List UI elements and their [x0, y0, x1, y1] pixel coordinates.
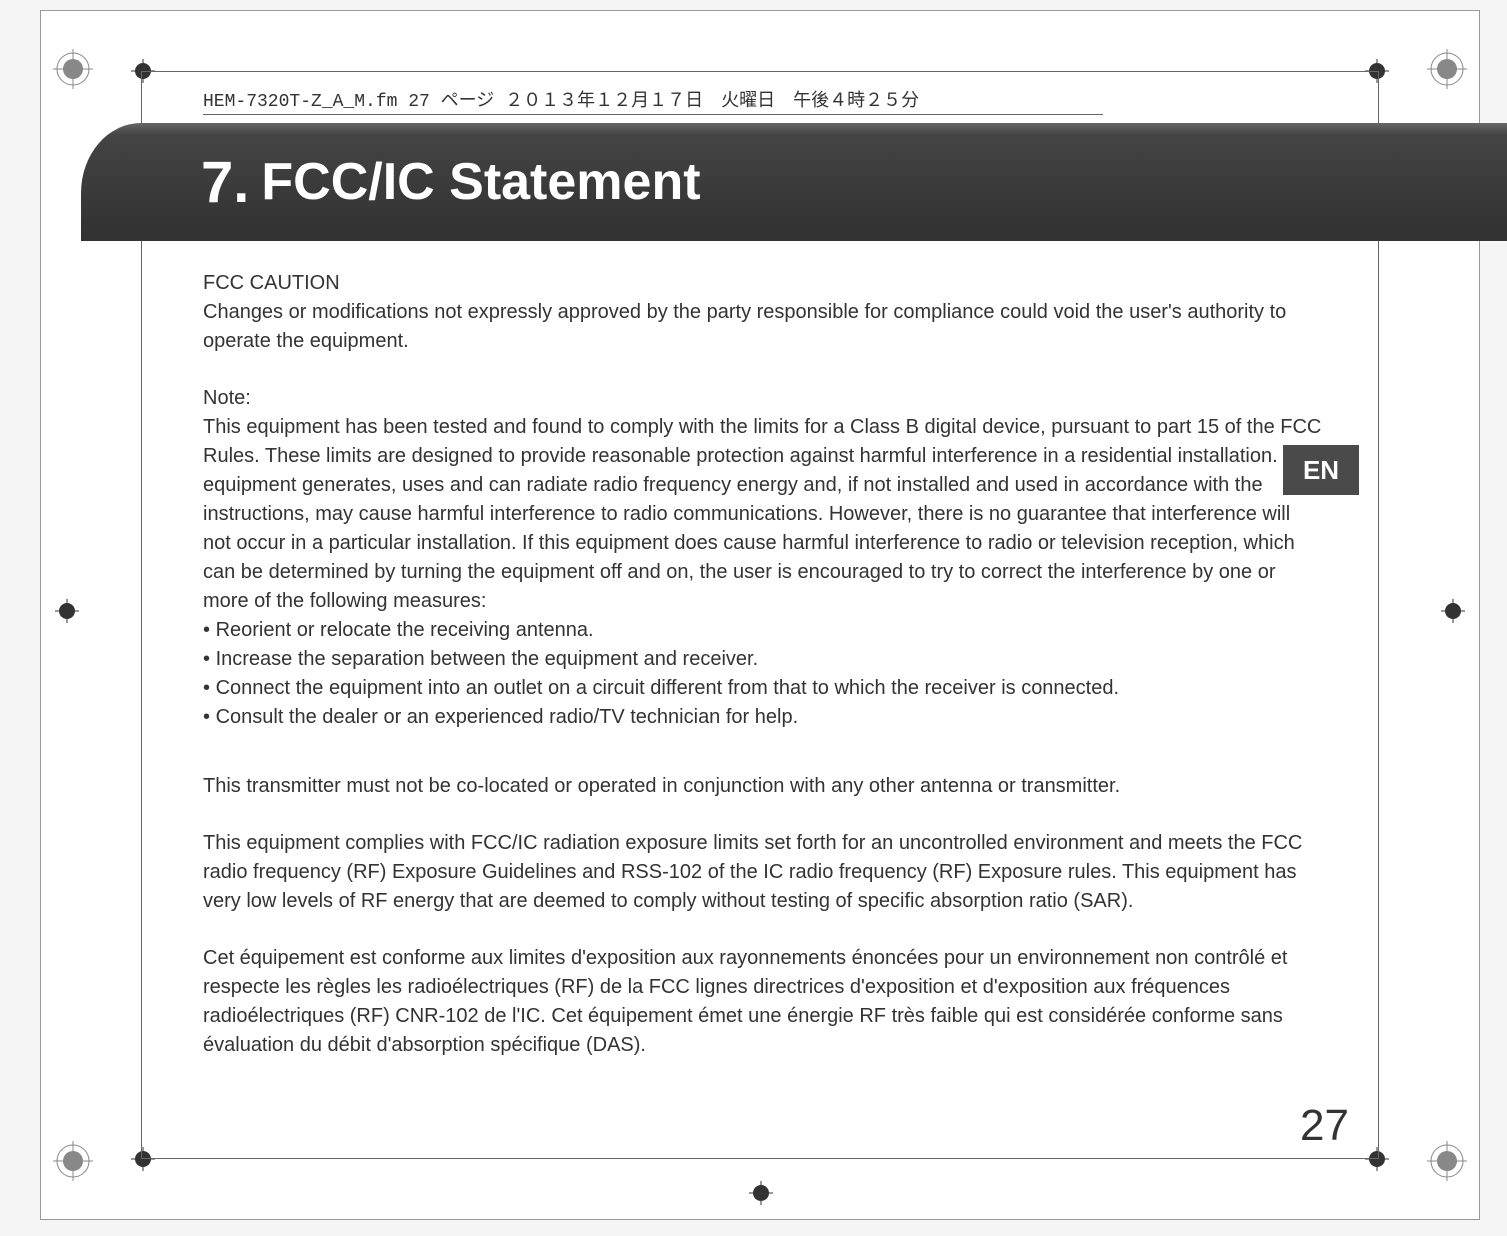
registration-mark-icon [53, 49, 93, 89]
transmitter-text: This transmitter must not be co-located … [203, 772, 1323, 801]
crosshair-icon [131, 1147, 155, 1171]
compliance-french: Cet équipement est conforme aux limites … [203, 944, 1323, 1060]
crosshair-icon [1441, 599, 1465, 623]
fcc-caution-label: FCC CAUTION [203, 269, 1323, 298]
note-label: Note: [203, 384, 1323, 413]
body-content: FCC CAUTION Changes or modifications not… [203, 269, 1323, 1088]
bullet-list: Reorient or relocate the receiving anten… [203, 616, 1323, 732]
language-tab: EN [1283, 445, 1359, 495]
list-item: Increase the separation between the equi… [203, 645, 1323, 674]
list-item: Reorient or relocate the receiving anten… [203, 616, 1323, 645]
crosshair-icon [55, 599, 79, 623]
list-item: Connect the equipment into an outlet on … [203, 674, 1323, 703]
section-title-banner: 7. FCC/IC Statement [81, 123, 1507, 241]
file-header-info: HEM-7320T-Z_A_M.fm 27 ページ ２０１３年１２月１７日 火曜… [203, 86, 1103, 115]
section-title: FCC/IC Statement [261, 152, 700, 212]
registration-mark-icon [1427, 49, 1467, 89]
fcc-caution-text: Changes or modifications not expressly a… [203, 298, 1323, 356]
crop-line [141, 71, 1379, 72]
page-frame: HEM-7320T-Z_A_M.fm 27 ページ ２０１３年１２月１７日 火曜… [40, 10, 1480, 1220]
registration-mark-icon [1427, 1141, 1467, 1181]
crosshair-icon [1365, 1147, 1389, 1171]
page-number: 27 [1300, 1101, 1349, 1151]
note-text: This equipment has been tested and found… [203, 413, 1323, 616]
registration-mark-icon [53, 1141, 93, 1181]
crop-line [141, 1158, 1379, 1159]
list-item: Consult the dealer or an experienced rad… [203, 703, 1323, 732]
crosshair-icon [749, 1181, 773, 1205]
section-number: 7. [201, 149, 249, 216]
compliance-english: This equipment complies with FCC/IC radi… [203, 829, 1323, 916]
